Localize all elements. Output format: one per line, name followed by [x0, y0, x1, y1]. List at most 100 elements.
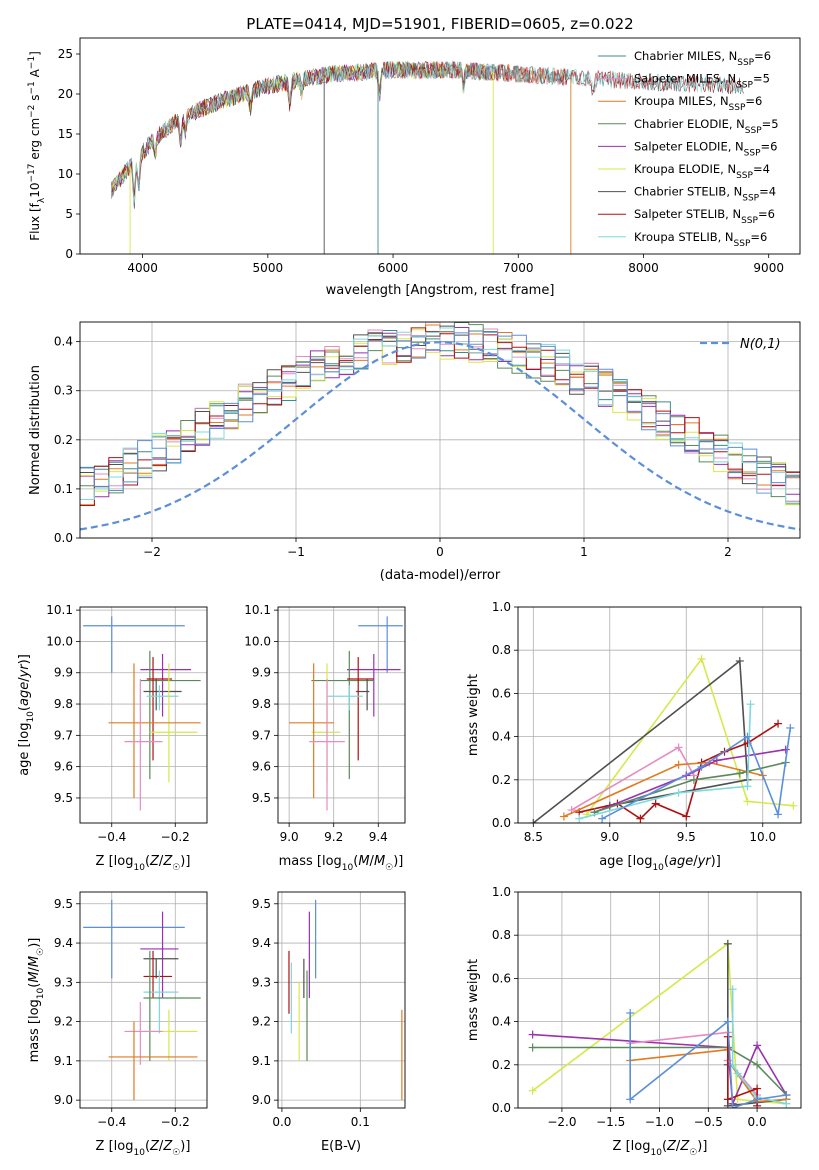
legend-label: Salpeter STELIB, NSSP=6 — [634, 207, 775, 226]
mass-weight-line — [578, 704, 752, 820]
y-tick-label: 0.6 — [492, 971, 511, 985]
x-axis-label: age [log10(age/yr)] — [599, 854, 721, 873]
axes-frame — [79, 891, 208, 1109]
y-tick-label: 1.0 — [492, 885, 511, 899]
axes-frame — [517, 606, 802, 824]
y-tick-label: 20 — [58, 87, 73, 101]
y-tick-label: 9.0 — [252, 1093, 271, 1107]
axes-frame — [79, 606, 208, 824]
y-tick-label: 9.5 — [54, 897, 73, 911]
x-tick-label: −0.5 — [694, 1115, 723, 1129]
y-tick-label: 0.0 — [492, 816, 511, 830]
legend-label: Kroupa ELODIE, NSSP=4 — [634, 162, 770, 181]
x-tick-label: 0.1 — [351, 1115, 370, 1129]
legend-label: Salpeter ELODIE, NSSP=6 — [634, 139, 777, 158]
ticks-residuals: −2 −1 0 1 2 0.0 0.1 0.2 0.3 0.4 — [54, 335, 732, 559]
axes-frame — [79, 37, 801, 255]
y-tick-label: 25 — [58, 47, 73, 61]
x-tick-label: −0.2 — [161, 1115, 190, 1129]
x-axis-label: (data-model)/error — [380, 568, 501, 583]
x-tick-label: −0.4 — [97, 830, 126, 844]
axes-frame — [277, 891, 406, 1109]
plot-spectrum: 4000 5000 6000 7000 8000 9000 0 5 10 15 20 25 wavele… — [27, 37, 801, 298]
plot-mass_weight_vs_Z: −2.0 −1.5 −1.0 −0.5 0.0 0.0 0.2 0.4 0.6 0.8 1.0 Z [… — [466, 885, 802, 1158]
x-tick-label: −0.2 — [161, 830, 190, 844]
residual-histogram — [80, 327, 800, 506]
y-tick-label: 0.4 — [54, 335, 73, 349]
x-tick-label: 1 — [580, 545, 588, 559]
y-tick-label: 9.5 — [54, 791, 73, 805]
y-axis-label: age [log10(age/yr)] — [17, 654, 36, 776]
spectrum-line — [111, 60, 569, 195]
x-tick-label: 2 — [724, 545, 732, 559]
y-tick-label: 0.2 — [492, 773, 511, 787]
y-tick-label: 9.1 — [252, 1054, 271, 1068]
ticks-spectrum: 4000 5000 6000 7000 8000 9000 0 5 10 15 20 25 — [58, 47, 784, 275]
plot-area-mass_weight_vs_age — [529, 654, 798, 823]
y-tick-label: 10.0 — [46, 634, 73, 648]
y-tick-label: 9.4 — [54, 936, 73, 950]
y-tick-label: 9.7 — [252, 728, 271, 742]
y-tick-label: 0 — [65, 247, 73, 261]
x-tick-label: 9.0 — [280, 830, 299, 844]
x-tick-label: 9000 — [753, 261, 784, 275]
x-tick-label: 5000 — [253, 261, 284, 275]
x-tick-label: −1.5 — [596, 1115, 625, 1129]
legend-label: Kroupa STELIB, NSSP=6 — [634, 230, 767, 249]
y-tick-label: 0.4 — [492, 1015, 511, 1029]
spectrum-line — [111, 60, 744, 204]
legend: Chabrier MILES, NSSP=6 Salpeter MILES, NS… — [598, 49, 779, 249]
plot-age_vs_mass: 9.0 9.2 9.4 9.5 9.6 9.7 9.8 9.9 10.0 10.1 mass [lo… — [244, 603, 406, 873]
y-tick-label: 9.3 — [54, 975, 73, 989]
x-tick-label: 0.0 — [748, 1115, 767, 1129]
y-tick-label: 10 — [58, 167, 73, 181]
y-tick-label: 0.0 — [54, 531, 73, 545]
ticks-mass_weight_vs_Z: −2.0 −1.5 −1.0 −0.5 0.0 0.0 0.2 0.4 0.6 0.8 1.0 — [492, 885, 767, 1129]
x-tick-label: 9.5 — [677, 830, 696, 844]
y-tick-label: 0.8 — [492, 643, 511, 657]
x-tick-label: 9.2 — [324, 830, 343, 844]
axes-frame — [517, 891, 802, 1109]
y-tick-label: 0.6 — [492, 686, 511, 700]
y-tick-label: 9.6 — [252, 760, 271, 774]
ticks-age_vs_mass: 9.0 9.2 9.4 9.5 9.6 9.7 9.8 9.9 10.0 10.1 — [244, 603, 388, 844]
y-tick-label: 10.1 — [46, 603, 73, 617]
y-axis-label: Normed distribution — [28, 365, 43, 495]
legend-label: N(0,1) — [740, 337, 781, 352]
y-tick-label: 9.9 — [252, 666, 271, 680]
gaussian-curve — [80, 341, 800, 531]
y-tick-label: 10.0 — [244, 634, 271, 648]
x-tick-label: −2.0 — [547, 1115, 576, 1129]
x-tick-label: −0.4 — [97, 1115, 126, 1129]
y-axis-label: mass [log10(M/M☉)] — [27, 938, 46, 1063]
axes-frame — [277, 606, 406, 824]
ticks-mass_weight_vs_age: 8.5 9.0 9.5 10.0 0.0 0.2 0.4 0.6 0.8 1.0 — [492, 600, 776, 844]
plot-age_vs_Z: −0.4 −0.2 9.5 9.6 9.7 9.8 9.9 10.0 10.1 Z [log10(… — [17, 603, 208, 873]
plot-mass_vs_Z: −0.4 −0.2 9.0 9.1 9.2 9.3 9.4 9.5 Z [log10(Z/Z☉)… — [27, 891, 208, 1158]
mass-weight-line — [629, 1013, 787, 1108]
y-tick-label: 9.8 — [54, 697, 73, 711]
spectrum-line — [111, 60, 744, 198]
plot-mass_weight_vs_age: 8.5 9.0 9.5 10.0 0.0 0.2 0.4 0.6 0.8 1.0 age [log1… — [466, 600, 802, 873]
y-tick-label: 9.7 — [54, 728, 73, 742]
x-tick-label: −1 — [287, 545, 305, 559]
y-tick-label: 0.3 — [54, 384, 73, 398]
legend: N(0,1) — [700, 337, 781, 352]
y-tick-label: 9.9 — [54, 666, 73, 680]
residual-histogram — [80, 331, 800, 497]
y-tick-label: 0.8 — [492, 928, 511, 942]
x-tick-label: 0 — [436, 545, 444, 559]
residual-histogram — [80, 327, 800, 500]
plot-residuals: −2 −1 0 1 2 0.0 0.1 0.2 0.3 0.4 (data-model)/error… — [28, 321, 801, 583]
plot-area-mass_vs_ebv — [288, 899, 403, 1101]
y-tick-label: 10.1 — [244, 603, 271, 617]
y-tick-label: 9.5 — [252, 791, 271, 805]
x-tick-label: 7000 — [503, 261, 534, 275]
plot-area-residuals — [80, 322, 800, 531]
x-tick-label: 9.4 — [369, 830, 388, 844]
x-axis-label: wavelength [Angstrom, rest frame] — [326, 283, 555, 298]
residual-histogram — [80, 329, 800, 507]
legend-label: Chabrier ELODIE, NSSP=5 — [634, 117, 779, 136]
y-tick-label: 5 — [65, 207, 73, 221]
legend-label: Salpeter MILES, NSSP=5 — [634, 72, 770, 91]
